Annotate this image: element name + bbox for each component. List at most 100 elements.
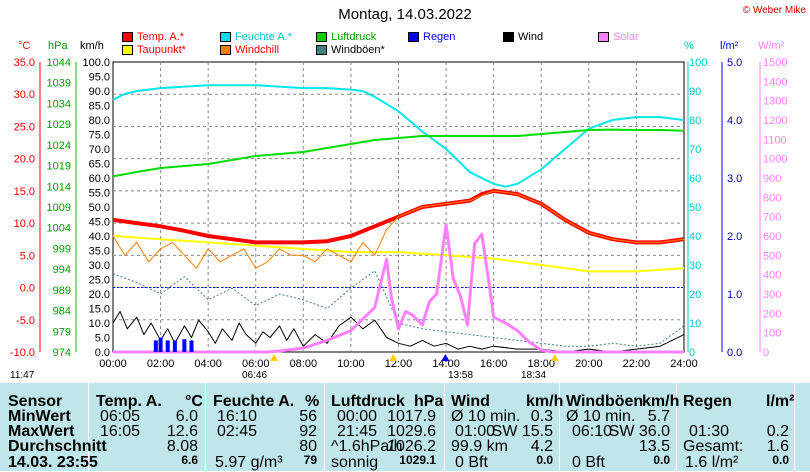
gust-avg: 5.7 — [647, 408, 670, 425]
sunset-time: 18:34 — [521, 370, 547, 381]
legend-item-windchill: Windchill — [220, 44, 279, 56]
stats-header-rain: Regen — [683, 393, 732, 410]
pressure-tick-label: 974 — [53, 347, 71, 359]
stats-unit-wind: km/h — [526, 393, 564, 410]
pressure-tick-label: 1009 — [47, 202, 71, 214]
humidity-tick-label: 20 — [689, 289, 701, 301]
solar-tick-label: 1300 — [763, 96, 787, 108]
time-tick-label: 24:00 — [670, 358, 698, 370]
wind-tick-label: 15.0 — [89, 304, 110, 316]
temp-min-time: 06:05 — [100, 408, 141, 425]
wind-tick-label: 35.0 — [89, 246, 110, 258]
stats-unit-pressure: hPa — [414, 393, 444, 410]
unit-rain: l/m² — [720, 40, 739, 52]
rain-tick-label: 0.0 — [727, 347, 742, 359]
timeline-marker — [270, 354, 279, 361]
solar-noon-time: 13:58 — [448, 370, 474, 381]
unit-solar: W/m² — [758, 40, 785, 52]
press-max-time: 21:45 — [337, 423, 378, 440]
chart-series — [112, 84, 685, 354]
time-tick-label: 12:00 — [385, 358, 413, 370]
press-min: 1017.9 — [387, 408, 436, 425]
temp-min: 6.0 — [175, 408, 198, 425]
rain-now: 0.0 — [772, 453, 789, 467]
time-tick-label: 16:00 — [480, 358, 508, 370]
wind-tick-label: 30.0 — [89, 260, 110, 272]
rain-tick-label: 2.0 — [727, 231, 742, 243]
rain-max: 0.2 — [766, 423, 789, 440]
wind-daily-avg: 4.2 — [530, 438, 553, 455]
solar-tick-label: 1100 — [763, 134, 787, 146]
moonrise-time: 11:47 — [10, 370, 35, 381]
gust-daily-avg: 13.5 — [638, 438, 670, 455]
temp-now: 6.6 — [181, 453, 198, 467]
wind-tick-label: 25.0 — [89, 275, 110, 287]
humidity-tick-label: 80 — [689, 115, 701, 127]
humidity-tick-label: 30 — [689, 260, 701, 272]
wind-tick-label: 55.0 — [89, 188, 110, 200]
legend-item-solar: Solar — [598, 31, 639, 43]
stats-header-temp: Temp. A. — [96, 393, 162, 410]
rain-bar — [189, 340, 194, 352]
wind-tick-label: 80.0 — [89, 115, 110, 127]
chart-grid — [112, 61, 685, 353]
hum-max-time: 02:45 — [217, 423, 258, 440]
series-luftdruck-line — [112, 128, 685, 178]
humidity-tick-label: 40 — [689, 231, 701, 243]
pressure-tick-label: 979 — [53, 326, 71, 338]
temp-tick-label: 0.0 — [20, 283, 35, 295]
stats-header-pressure: Luftdruck — [331, 393, 405, 410]
temp-tick-label: -5.0 — [16, 315, 35, 327]
wind-tick-label: 65.0 — [89, 159, 110, 171]
wind-now: 0.0 — [536, 453, 553, 467]
weather-forecast: sonnig — [331, 454, 379, 471]
unit-wind: km/h — [80, 40, 104, 52]
temp-max-time: 16:05 — [100, 423, 141, 440]
gust-max: SW 36.0 — [608, 423, 670, 440]
time-tick-label: 02:00 — [147, 358, 175, 370]
wind-max: SW 15.5 — [491, 423, 553, 440]
rain-total: 1.6 — [766, 438, 789, 455]
wind-avg: 0.3 — [530, 408, 553, 425]
rain-bar — [182, 339, 187, 352]
legend-item-humidity: Feuchte A.* — [220, 31, 292, 43]
series-windchill-line — [112, 190, 685, 269]
hum-abs: 5.97 g/m³ — [215, 454, 283, 471]
temp-max: 12.6 — [166, 423, 198, 440]
rain-max-time: 01:30 — [689, 423, 730, 440]
wind-tick-label: 10.0 — [89, 318, 110, 330]
humidity-tick-label: 10 — [689, 318, 701, 330]
time-tick-label: 18:00 — [527, 358, 555, 370]
humidity-tick-label: 90 — [689, 86, 701, 98]
stats-row-avg: Durchschnitt — [8, 438, 107, 455]
temp-tick-label: 35.0 — [14, 57, 35, 69]
time-tick-label: 20:00 — [575, 358, 603, 370]
wind-tick-label: 45.0 — [89, 217, 110, 229]
press-now: 1029.1 — [399, 453, 436, 467]
temp-tick-label: 10.0 — [14, 218, 35, 230]
gust-avg-label: Ø 10 min. — [566, 408, 636, 425]
time-tick-label: 06:00 — [242, 358, 270, 370]
time-tick-label: 08:00 — [290, 358, 318, 370]
rain-total-label: Gesamt: — [683, 438, 744, 455]
time-tick-label: 04:00 — [194, 358, 222, 370]
temp-tick-label: 25.0 — [14, 121, 35, 133]
pressure-tick-label: 984 — [53, 306, 71, 318]
press-avg: 1026.2 — [387, 438, 436, 455]
pressure-tick-label: 1039 — [47, 78, 71, 90]
gust-max-time: 06:10 — [572, 423, 613, 440]
hum-min: 56 — [299, 408, 317, 425]
wind-tick-label: 85.0 — [89, 101, 110, 113]
legend-item-dewpoint: Taupunkt* — [122, 44, 186, 56]
wind-tick-label: 90.0 — [89, 86, 110, 98]
unit-humidity: % — [684, 40, 694, 52]
rain-bar — [153, 340, 158, 352]
legend-item-temp: Temp. A.* — [122, 31, 184, 43]
temp-tick-label: 20.0 — [14, 154, 35, 166]
pressure-tick-label: 1019 — [47, 161, 71, 173]
solar-tick-label: 400 — [763, 270, 781, 282]
wind-tick-label: 60.0 — [89, 173, 110, 185]
hum-now: 79 — [303, 453, 317, 467]
pressure-tick-label: 1044 — [47, 57, 71, 69]
humidity-tick-label: 60 — [689, 173, 701, 185]
